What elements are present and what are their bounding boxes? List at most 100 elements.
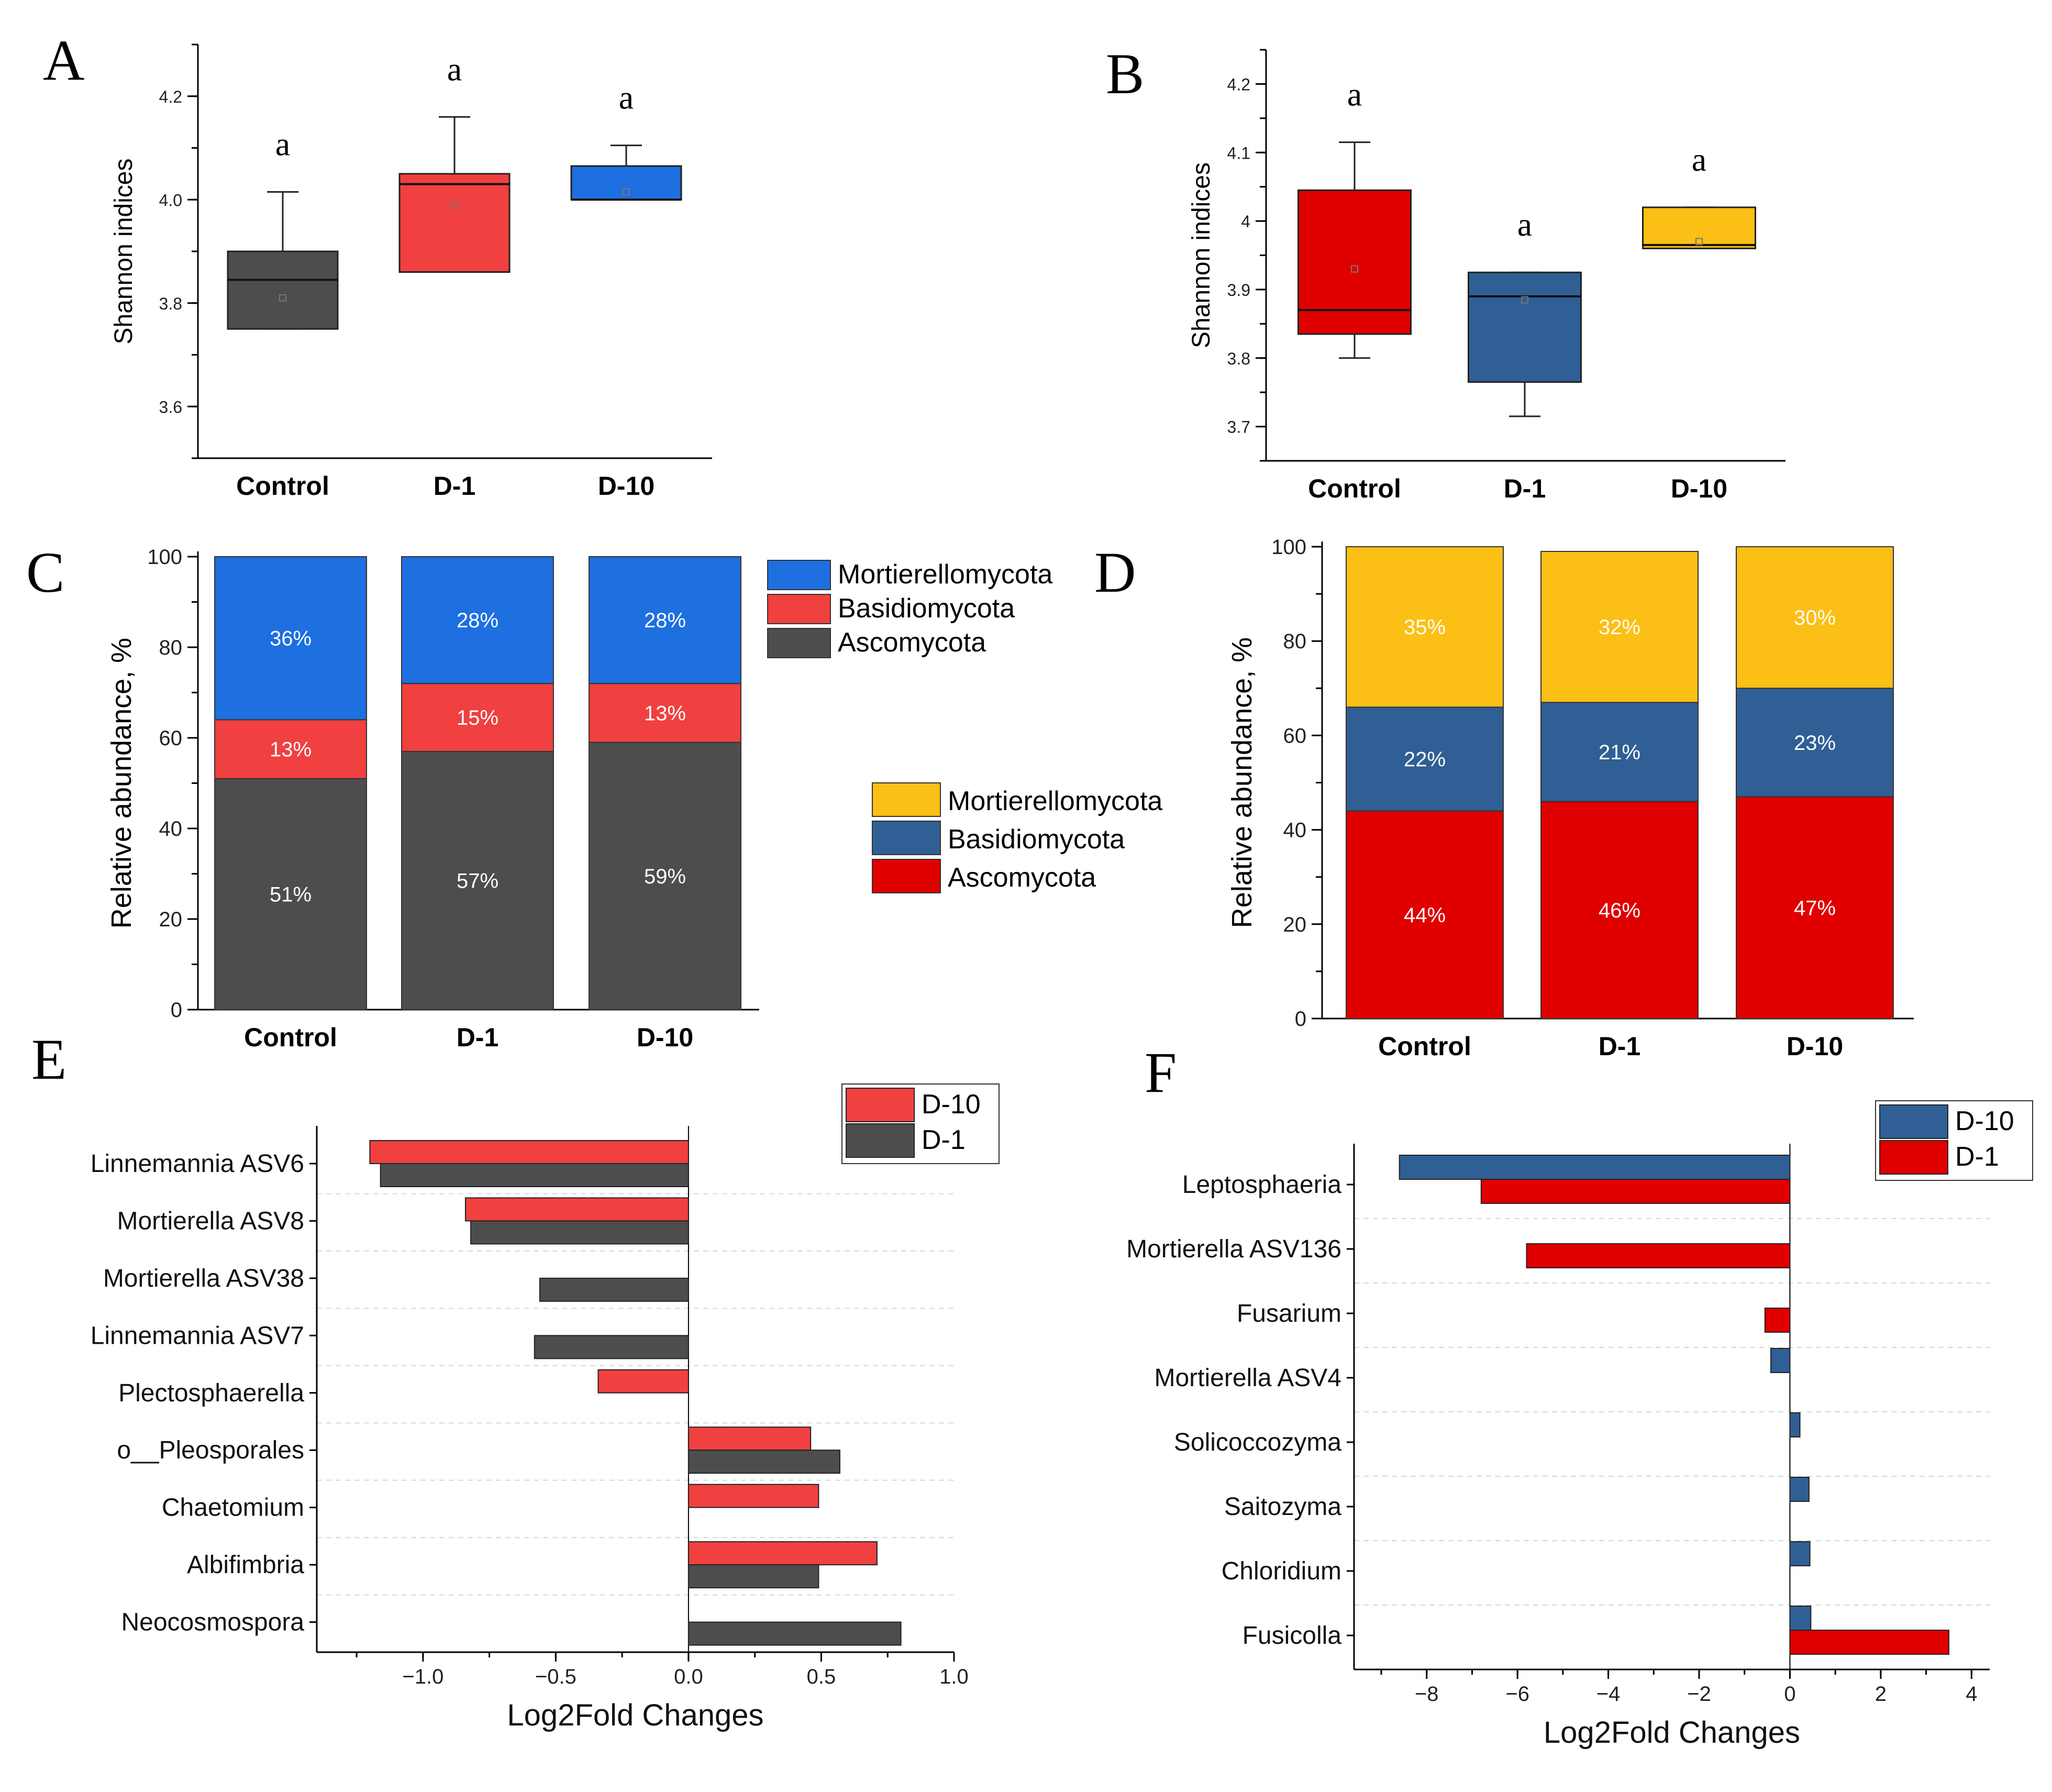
bar-segment-mortierellomycota-d-10 [1736, 546, 1894, 689]
legend-swatch-mortierellomycota [872, 782, 941, 817]
mean-marker-d-10 [623, 188, 630, 196]
bar-segment-basidiomycota-d-10 [589, 683, 741, 743]
y-tick-label: 40 [159, 817, 183, 840]
mean-marker-d-10 [1695, 238, 1703, 246]
legend-label-d-10: D-10 [922, 1089, 981, 1120]
x-tick-label: 0.0 [674, 1665, 703, 1688]
y-tick-label: 20 [1283, 913, 1307, 936]
legend-swatch-mortierellomycota [767, 560, 831, 590]
y-tick-label: 0 [171, 999, 182, 1022]
box-control [1297, 189, 1412, 335]
y-tick-label: 40 [1283, 819, 1307, 842]
data-label-ascomycota-d-10: 47% [1794, 897, 1836, 920]
bar-segment-ascomycota-control [214, 778, 367, 1010]
y-tick-label-solicoccozyma: Solicoccozyma [1174, 1429, 1341, 1456]
bar-d-1-neocosmospora [687, 1621, 902, 1646]
y-tick-label: 4.2 [1227, 75, 1250, 94]
x-tick-label: −8 [1415, 1683, 1439, 1706]
y-tick-label-leptosphaeria: Leptosphaeria [1182, 1171, 1342, 1199]
x-tick-label-d-1: D-1 [1599, 1032, 1641, 1061]
bar-d-1-mortierella-asv8 [470, 1220, 689, 1245]
y-tick-label: 0 [1295, 1008, 1306, 1031]
bar-d-10-saitozyma [1789, 1477, 1810, 1502]
legend-label-ascomycota: Ascomycota [838, 627, 986, 658]
bar-d-1-fusicolla [1789, 1630, 1949, 1655]
x-tick-label-d-1: D-1 [457, 1023, 499, 1052]
y-tick-label: 3.9 [1227, 281, 1250, 300]
y-tick-label-mortierella-asv38: Mortierella ASV38 [103, 1265, 304, 1292]
panel-label-a: A [43, 28, 84, 92]
y-tick-label: 4.2 [159, 87, 182, 106]
bar-d-1-o-pleosporales [687, 1450, 840, 1474]
bar-segment-mortierellomycota-control [1346, 546, 1504, 708]
box-d-1 [398, 173, 511, 273]
bar-d-10-mortierella-asv8 [464, 1197, 689, 1222]
bar-segment-ascomycota-control [1346, 810, 1504, 1020]
data-label-ascomycota-control: 44% [1404, 904, 1446, 927]
y-tick-label: 4 [1241, 212, 1250, 231]
data-label-ascomycota-d-10: 59% [644, 865, 686, 888]
data-label-basidiomycota-d-1: 21% [1599, 741, 1640, 764]
panel-label-b: B [1106, 42, 1144, 106]
y-tick-label: 3.6 [159, 397, 182, 416]
legend-swatch-d-1 [846, 1123, 915, 1158]
x-axis-label: Log2Fold Changes [1544, 1716, 1800, 1750]
y-tick-label: 100 [1271, 536, 1306, 559]
significance-letter-d-10: a [619, 79, 634, 116]
bar-d-10-plectosphaerella [597, 1369, 689, 1393]
x-tick-label: −2 [1687, 1683, 1711, 1706]
y-tick-label-fusicolla: Fusicolla [1243, 1622, 1342, 1650]
x-tick-label: −4 [1596, 1683, 1621, 1706]
legend-swatch-basidiomycota [767, 594, 831, 624]
bar-segment-basidiomycota-control [214, 719, 367, 779]
bar-d-10-chloridium [1789, 1541, 1811, 1566]
x-tick-label: 0.5 [807, 1665, 836, 1688]
bar-d-10-o-pleosporales [687, 1426, 812, 1451]
panel-label-e: E [31, 1027, 66, 1091]
legend-label-ascomycota: Ascomycota [948, 862, 1096, 893]
x-tick-label-d-10: D-10 [598, 471, 655, 501]
bar-segment-basidiomycota-d-1 [1540, 702, 1699, 802]
box-d-10 [570, 165, 682, 201]
y-tick-label-fusarium: Fusarium [1237, 1300, 1341, 1328]
y-tick-label: 80 [159, 636, 183, 659]
data-label-mortierellomycota-d-1: 28% [457, 609, 498, 632]
data-label-basidiomycota-d-1: 15% [457, 706, 498, 729]
mean-marker-control [279, 294, 286, 302]
legend-label-d-10: D-10 [1955, 1106, 2014, 1136]
legend-label-d-1: D-1 [922, 1125, 966, 1155]
legend-swatch-ascomycota [872, 859, 941, 893]
mean-marker-d-1 [451, 201, 458, 209]
bar-segment-mortierellomycota-d-1 [1540, 551, 1699, 703]
y-tick-label-plectosphaerella: Plectosphaerella [118, 1379, 304, 1407]
panel-label-d: D [1094, 540, 1136, 604]
bar-d-1-albifimbria [687, 1564, 819, 1589]
y-axis-label: Shannon indices [110, 159, 138, 345]
bar-segment-ascomycota-d-10 [1736, 796, 1894, 1020]
y-tick-label-neocosmospora: Neocosmospora [121, 1609, 305, 1636]
data-label-basidiomycota-control: 13% [270, 738, 312, 761]
significance-letter-control: a [1347, 76, 1362, 113]
bar-segment-ascomycota-d-1 [1540, 801, 1699, 1020]
x-tick-label-d-10: D-10 [637, 1023, 693, 1052]
data-label-ascomycota-d-1: 46% [1599, 899, 1640, 922]
panel-e-log2fold-bar: −1.0 −0.5 0.0 0.5 1.0 Log2Fold Changes Linnema… [91, 1083, 1000, 1732]
y-tick-label-mortierella-asv8: Mortierella ASV8 [117, 1207, 305, 1235]
y-axis-label: Relative abundance, % [106, 638, 137, 928]
x-tick-label: 1.0 [939, 1665, 969, 1688]
y-tick-label-chaetomium: Chaetomium [162, 1494, 304, 1522]
bar-d-10-fusicolla [1789, 1606, 1812, 1631]
bar-d-1-mortierella-asv136 [1526, 1243, 1791, 1268]
bar-d-10-chaetomium [687, 1484, 819, 1508]
y-tick-label: 3.8 [159, 294, 182, 313]
legend-swatch-ascomycota [767, 628, 831, 658]
panel-label-c: C [26, 540, 64, 604]
x-tick-label-control: Control [244, 1023, 337, 1052]
y-tick-label-albifimbria: Albifimbria [187, 1551, 304, 1579]
y-tick-label-linnemannia-asv6: Linnemannia ASV6 [91, 1150, 304, 1178]
x-tick-label: −0.5 [535, 1665, 576, 1688]
y-tick-label: 3.8 [1227, 349, 1250, 368]
mean-marker-d-1 [1521, 296, 1528, 304]
x-tick-label: 4 [1966, 1683, 1977, 1706]
legend-swatch-d-10 [846, 1088, 915, 1122]
